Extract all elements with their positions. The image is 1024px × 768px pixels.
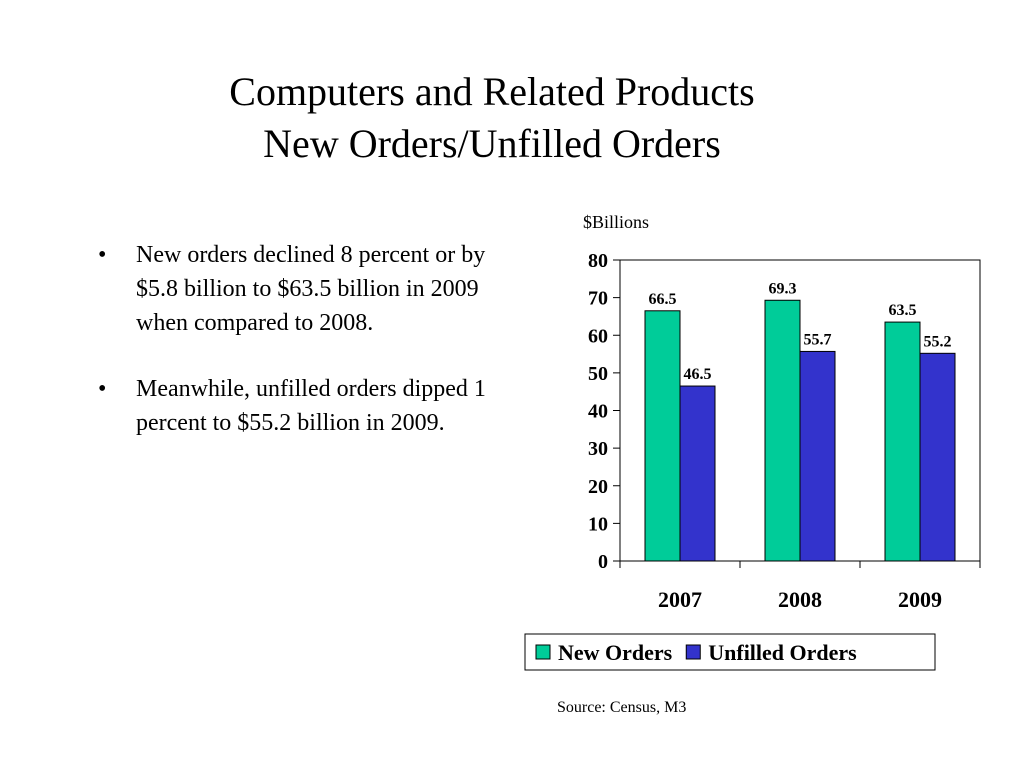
legend-label: New Orders — [558, 640, 673, 665]
bullet-text: Meanwhile, unfilled orders dipped 1 perc… — [136, 376, 486, 436]
y-tick-label: 60 — [588, 325, 608, 347]
y-tick-label: 50 — [588, 363, 608, 385]
y-tick-label: 10 — [588, 513, 608, 535]
bar-new-orders — [764, 299, 801, 562]
data-label: 55.7 — [804, 331, 832, 348]
data-label: 66.5 — [649, 291, 677, 308]
bar-new-orders — [884, 321, 921, 562]
title-line-1: Computers and Related Products — [229, 69, 755, 114]
y-tick-label: 30 — [588, 438, 608, 460]
bullet-item: • New orders declined 8 percent or by $5… — [98, 238, 518, 340]
bullet-glyph: • — [98, 242, 107, 268]
data-label: 55.2 — [924, 333, 952, 350]
legend-box — [524, 633, 936, 671]
slide-title: Computers and Related Products New Order… — [0, 66, 984, 170]
bar-unfilled-orders — [679, 385, 716, 562]
x-tick-label: 2009 — [898, 587, 942, 612]
bullet-list: • New orders declined 8 percent or by $5… — [98, 238, 518, 472]
y-tick-label: 20 — [588, 476, 608, 498]
data-label: 63.5 — [889, 302, 917, 319]
x-tick-label: 2008 — [778, 587, 822, 612]
bar-unfilled-orders — [799, 350, 836, 562]
y-tick-label: 40 — [588, 401, 608, 423]
y-tick-label: 70 — [588, 288, 608, 310]
legend-swatch-unfilled-orders — [685, 644, 701, 660]
legend-swatch-new-orders — [535, 644, 551, 660]
data-label: 46.5 — [684, 366, 712, 383]
bullet-text: New orders declined 8 percent or by $5.8… — [136, 242, 486, 336]
bar-new-orders — [644, 310, 681, 562]
title-line-2: New Orders/Unfilled Orders — [263, 121, 721, 166]
y-tick-label: 0 — [598, 551, 608, 573]
x-tick-label: 2007 — [658, 587, 702, 612]
source-note: Source: Census, M3 — [557, 699, 687, 716]
y-tick-label: 80 — [588, 250, 608, 272]
chart-unit-label: $Billions — [583, 212, 650, 232]
bar-unfilled-orders — [919, 352, 956, 562]
legend-label: Unfilled Orders — [708, 640, 857, 665]
bullet-glyph: • — [98, 376, 107, 402]
data-label: 69.3 — [769, 280, 797, 297]
bullet-item: • Meanwhile, unfilled orders dipped 1 pe… — [98, 372, 518, 440]
